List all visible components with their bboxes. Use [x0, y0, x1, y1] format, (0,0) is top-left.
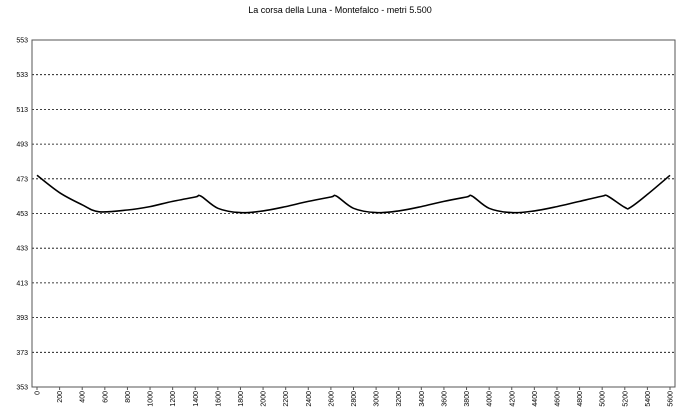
x-tick-label: 400 — [80, 391, 87, 403]
y-tick-label: 553 — [16, 38, 28, 45]
x-tick-label: 5600 — [668, 391, 675, 407]
x-tick-label: 2000 — [261, 391, 268, 407]
y-tick-label: 513 — [16, 107, 28, 114]
x-tick-label: 800 — [125, 391, 132, 403]
y-tick-label: 473 — [16, 176, 28, 183]
y-tick-label: 433 — [16, 246, 28, 253]
x-tick-label: 600 — [102, 391, 109, 403]
x-tick-label: 5000 — [600, 391, 607, 407]
x-tick-label: 3000 — [374, 391, 381, 407]
x-tick-label: 1200 — [170, 391, 177, 407]
x-tick-label: 4600 — [554, 391, 561, 407]
x-tick-label: 3600 — [441, 391, 448, 407]
y-tick-label: 453 — [16, 211, 28, 218]
y-axis-ticks: 353 373 393 413 433 453 473 493 513 533 553 — [16, 38, 28, 392]
x-tick-label: 0 — [35, 391, 42, 395]
x-tick-label: 4800 — [577, 391, 584, 407]
x-tick-label: 1600 — [215, 391, 222, 407]
x-tick-label: 2800 — [351, 391, 358, 407]
x-tick-label: 1400 — [193, 391, 200, 407]
y-tick-label: 493 — [16, 142, 28, 149]
series-layer — [36, 174, 671, 214]
x-tick-label: 4200 — [509, 391, 516, 407]
y-tick-label: 393 — [16, 315, 28, 322]
x-tick-label: 5400 — [645, 391, 652, 407]
x-tick-label: 4400 — [532, 391, 539, 407]
series-line-0 — [36, 174, 671, 214]
x-tick-label: 200 — [57, 391, 64, 403]
x-tick-label: 3400 — [419, 391, 426, 407]
x-tick-label: 2600 — [328, 391, 335, 407]
x-axis-ticks: 0 200 400 600 800 1000 1200 1400 1600 1800 2000 220… — [35, 387, 675, 407]
x-tick-label: 3800 — [464, 391, 471, 407]
x-tick-label: 4000 — [487, 391, 494, 407]
x-tick-label: 1800 — [238, 391, 245, 407]
x-tick-label: 1000 — [148, 391, 155, 407]
gridlines — [32, 74, 675, 353]
x-tick-label: 2200 — [283, 391, 290, 407]
y-tick-label: 413 — [16, 280, 28, 287]
y-tick-label: 353 — [16, 385, 28, 392]
x-tick-label: 2400 — [306, 391, 313, 407]
chart-title: La corsa della Luna - Montefalco - metri… — [248, 5, 432, 15]
y-tick-label: 533 — [16, 72, 28, 79]
x-tick-label: 3200 — [396, 391, 403, 407]
y-tick-label: 373 — [16, 350, 28, 357]
x-tick-label: 5200 — [622, 391, 629, 407]
